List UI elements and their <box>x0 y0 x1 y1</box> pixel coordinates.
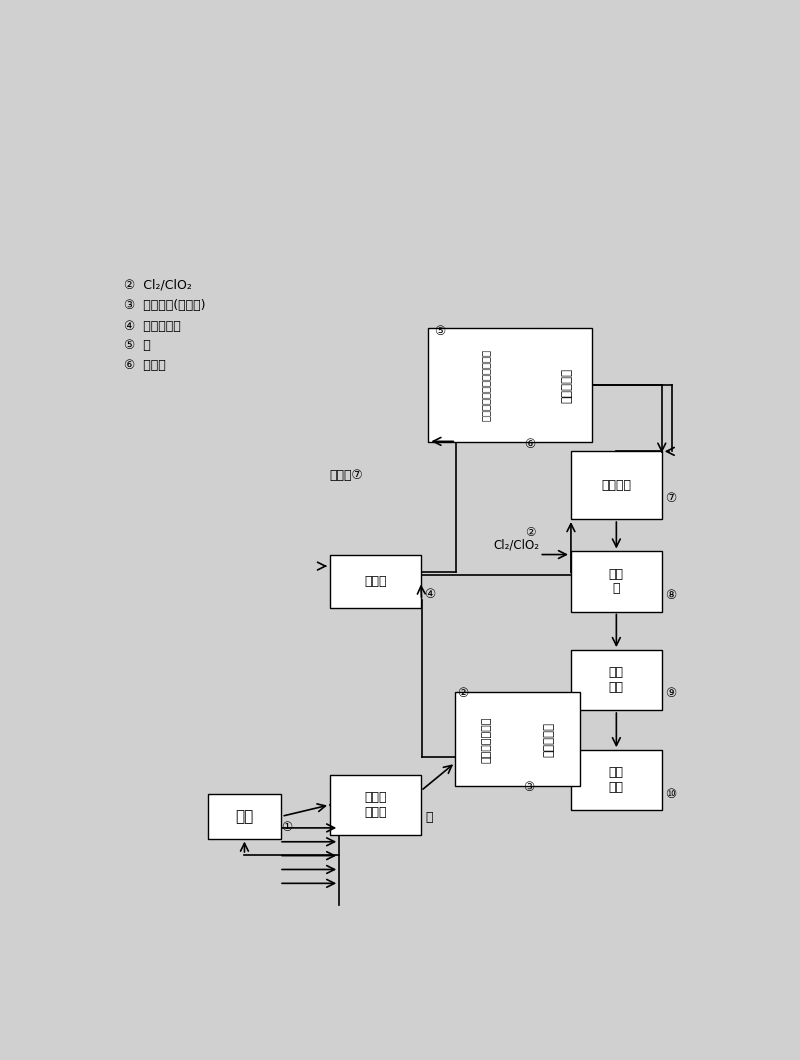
Bar <box>571 452 662 519</box>
Text: 气浮池: 气浮池 <box>364 575 386 588</box>
Bar <box>571 750 662 810</box>
Text: ⑤  矾: ⑤ 矾 <box>123 339 150 352</box>
Bar <box>571 650 662 710</box>
Text: ⑤: ⑤ <box>434 324 445 338</box>
Bar <box>208 794 281 838</box>
Text: ③  高锰酸钔(复合盐): ③ 高锰酸钔(复合盐) <box>123 299 205 313</box>
Text: ⑥: ⑥ <box>525 438 536 450</box>
Text: 均质滤料气水反冲洗沙滤池: 均质滤料气水反冲洗沙滤池 <box>481 349 490 421</box>
Text: 配水
管网: 配水 管网 <box>609 766 624 794</box>
Bar <box>455 692 580 787</box>
Text: ④: ④ <box>424 588 435 601</box>
Bar <box>330 775 421 835</box>
Text: ②: ② <box>457 688 468 701</box>
Text: 絮凝平流沉淤池: 絮凝平流沉淤池 <box>482 717 492 762</box>
Text: ②  Cl₂/ClO₂: ② Cl₂/ClO₂ <box>123 279 191 292</box>
Text: 清水
池: 清水 池 <box>609 567 624 596</box>
Text: 保安过滤器: 保安过滤器 <box>561 368 574 403</box>
Text: ⑨: ⑨ <box>665 688 676 701</box>
Text: 助滤剂⑦: 助滤剂⑦ <box>329 469 363 481</box>
Text: ⑦: ⑦ <box>665 492 676 505</box>
Bar <box>429 329 592 442</box>
Text: 原水: 原水 <box>235 809 254 824</box>
Text: ⑥  助凝剂: ⑥ 助凝剂 <box>123 359 166 372</box>
Text: Cl₂/ClO₂: Cl₂/ClO₂ <box>494 538 539 552</box>
Text: ③: ③ <box>523 781 534 794</box>
Bar <box>571 551 662 612</box>
Text: 高效沉淤池: 高效沉淤池 <box>542 722 555 757</box>
Text: ⑪: ⑪ <box>426 811 433 825</box>
Bar <box>330 555 421 607</box>
Text: ①: ① <box>281 822 293 834</box>
Text: 超滤膜组: 超滤膜组 <box>602 479 631 492</box>
Text: ②: ② <box>525 527 535 540</box>
Text: ⑧: ⑧ <box>665 589 676 602</box>
Text: ④  粉末活性炭: ④ 粉末活性炭 <box>123 320 180 333</box>
Text: ⑩: ⑩ <box>665 788 676 800</box>
Text: 送水
泵房: 送水 泵房 <box>609 666 624 694</box>
Text: 地热升
温系统: 地热升 温系统 <box>364 791 386 818</box>
